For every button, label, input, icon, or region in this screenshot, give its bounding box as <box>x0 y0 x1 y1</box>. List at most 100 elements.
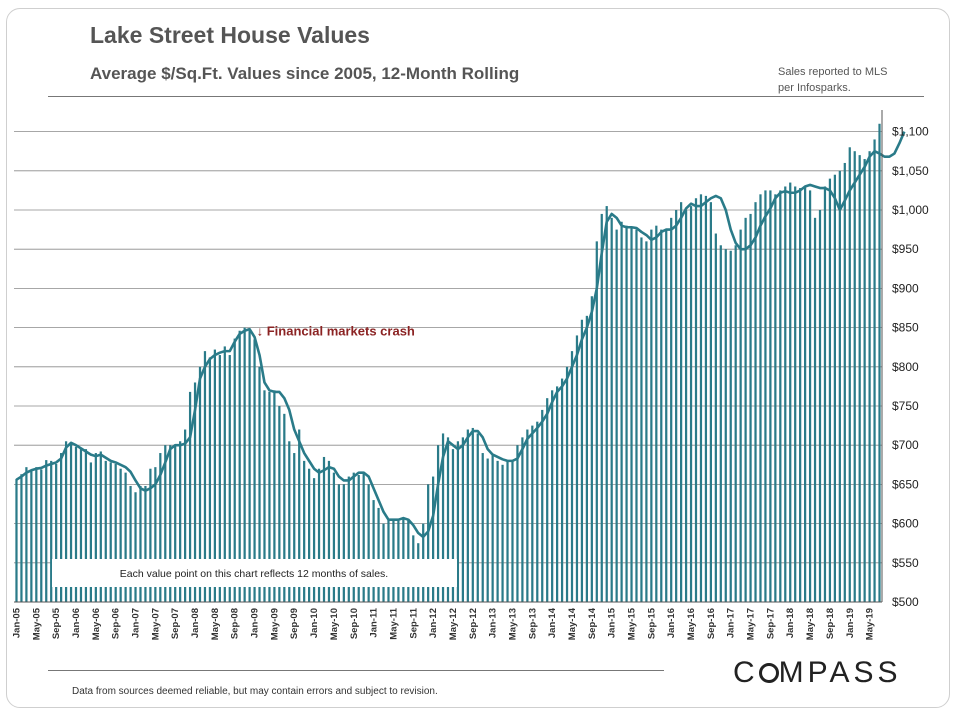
bar <box>729 250 732 602</box>
x-tick-label: May-06 <box>91 608 102 640</box>
x-tick-label: Jan-14 <box>547 607 558 638</box>
bar <box>873 139 876 602</box>
bar <box>268 391 271 602</box>
y-tick-label: $1,050 <box>892 164 929 178</box>
bar <box>501 464 504 602</box>
bar <box>640 237 643 602</box>
x-tick-label: May-15 <box>627 607 638 640</box>
bar <box>665 229 668 602</box>
x-tick-label: Sep-07 <box>170 608 181 639</box>
bar <box>600 213 603 603</box>
y-tick-label: $700 <box>892 438 919 452</box>
bar <box>84 449 88 602</box>
bar <box>283 413 286 602</box>
x-tick-label: May-19 <box>865 608 876 640</box>
bar <box>789 182 792 602</box>
bar <box>288 441 291 602</box>
bar <box>50 460 53 602</box>
bar <box>60 453 63 602</box>
bar <box>446 437 450 602</box>
x-tick-label: Jan-09 <box>250 608 261 638</box>
bar <box>243 327 246 602</box>
title-rule <box>48 96 924 97</box>
x-tick-label: May-18 <box>805 608 816 640</box>
bar <box>784 186 787 603</box>
x-tick-label: Jan-15 <box>607 607 618 638</box>
bar <box>541 409 544 602</box>
bar <box>193 382 197 602</box>
bar <box>521 437 524 602</box>
bar <box>759 194 762 602</box>
bar <box>149 468 152 602</box>
y-tick-label: $750 <box>892 399 919 413</box>
bar <box>144 485 147 602</box>
bar <box>878 123 881 602</box>
bar <box>367 484 370 602</box>
bar <box>719 245 722 602</box>
x-tick-label: Jan-10 <box>309 608 320 638</box>
bar <box>119 468 122 602</box>
x-tick-label: Sep-08 <box>230 608 241 639</box>
bar <box>15 478 18 602</box>
bar <box>322 456 326 602</box>
bar <box>818 210 822 602</box>
bar <box>263 390 266 602</box>
bar <box>734 245 737 602</box>
bar <box>491 454 494 602</box>
bar <box>476 433 479 602</box>
bar <box>724 249 727 602</box>
bar <box>55 464 58 602</box>
bar <box>342 484 345 602</box>
bar <box>769 190 772 602</box>
bar <box>570 351 574 602</box>
bar <box>303 460 306 602</box>
bar <box>516 445 519 602</box>
y-tick-label: $650 <box>892 477 919 491</box>
bar <box>804 186 807 603</box>
bar <box>660 229 663 602</box>
bar <box>45 460 48 602</box>
bar <box>744 217 747 602</box>
bar <box>506 460 509 602</box>
bar <box>828 178 832 602</box>
bar <box>461 437 464 602</box>
x-tick-label: Sep-18 <box>825 608 836 639</box>
bar <box>223 346 226 602</box>
bar <box>69 442 73 602</box>
x-tick-label: Sep-12 <box>468 608 479 639</box>
x-tick-label: Sep-15 <box>646 607 657 639</box>
bar <box>650 229 653 602</box>
compass-logo: C MPASS <box>733 656 901 690</box>
x-tick-label: Sep-05 <box>51 607 62 639</box>
bar <box>139 485 142 602</box>
bar <box>253 339 256 602</box>
x-tick-label: Jan-07 <box>131 608 142 638</box>
bar <box>511 460 514 602</box>
bar <box>496 460 499 602</box>
bars-group <box>15 123 881 603</box>
x-tick-label: Jan-06 <box>71 608 82 638</box>
bar <box>823 186 827 603</box>
disclaimer-text: Data from sources deemed reliable, but m… <box>72 686 438 697</box>
y-tick-label: $900 <box>892 281 919 295</box>
bar <box>670 217 673 602</box>
logo-o-ring <box>758 663 779 683</box>
bar <box>114 464 117 602</box>
logo-text-start: C <box>733 656 759 689</box>
bar <box>441 433 445 602</box>
y-tick-label: $550 <box>892 556 919 570</box>
bar <box>675 210 678 602</box>
bar <box>481 453 484 602</box>
bar <box>853 151 856 602</box>
bar <box>169 445 172 602</box>
x-tick-label: May-08 <box>210 608 221 640</box>
bar <box>764 190 767 602</box>
bar <box>233 338 236 602</box>
bar <box>620 221 623 602</box>
line-group <box>15 131 906 539</box>
bar <box>808 190 812 602</box>
bar <box>451 449 455 602</box>
bar <box>228 355 231 602</box>
bar <box>556 386 559 602</box>
